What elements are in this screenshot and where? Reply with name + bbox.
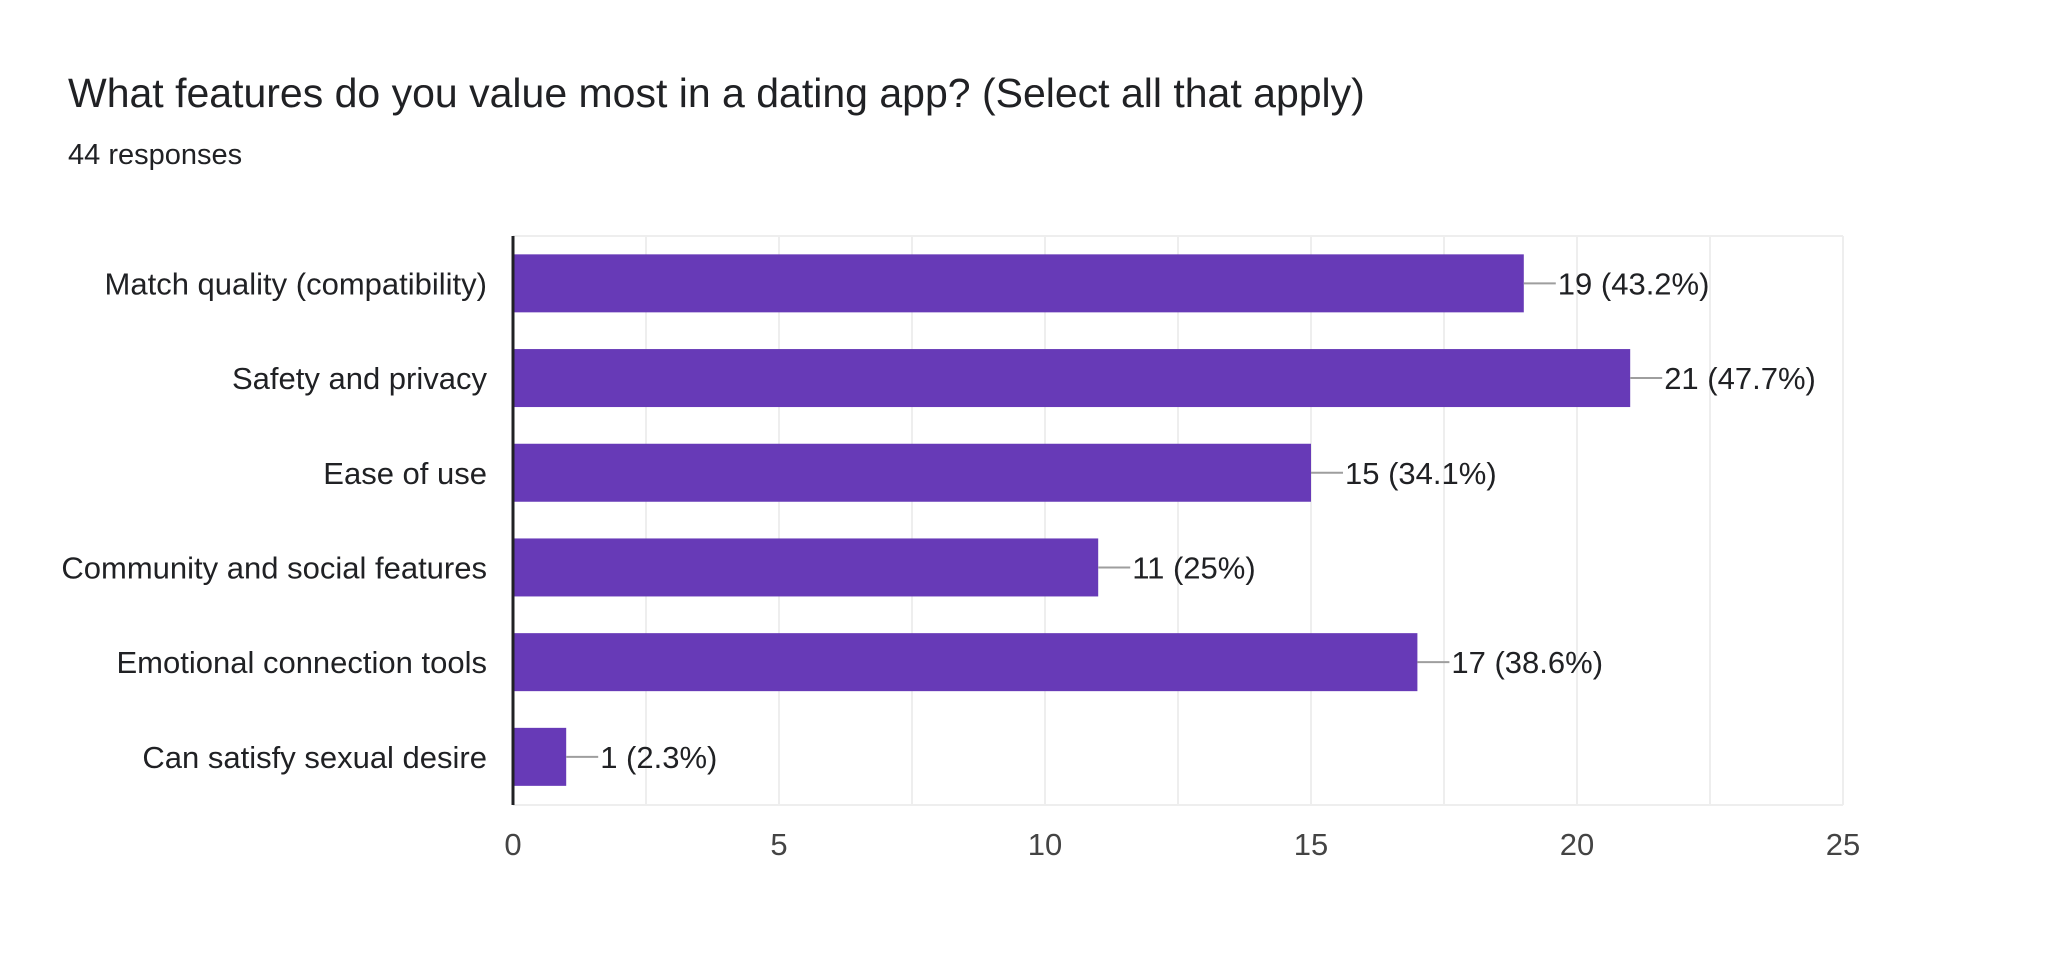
response-count: 44 responses xyxy=(68,139,243,171)
category-label: Ease of use xyxy=(323,456,487,491)
data-label: 21 (47.7%) xyxy=(1664,361,1816,396)
x-tick-label: 10 xyxy=(1028,827,1062,862)
bar xyxy=(513,633,1418,692)
data-label: 11 (25%) xyxy=(1132,550,1256,585)
category-label: Safety and privacy xyxy=(232,361,488,396)
x-tick-label: 15 xyxy=(1294,827,1328,862)
chart-title: What features do you value most in a dat… xyxy=(68,70,1365,116)
category-label: Can satisfy sexual desire xyxy=(142,740,487,775)
data-label: 1 (2.3%) xyxy=(600,740,717,775)
category-label: Community and social features xyxy=(61,550,487,585)
category-label: Match quality (compatibility) xyxy=(105,266,487,301)
bar xyxy=(513,349,1631,408)
category-label: Emotional connection tools xyxy=(116,645,487,680)
x-tick-label: 0 xyxy=(504,827,521,862)
x-tick-label: 25 xyxy=(1826,827,1860,862)
data-label: 17 (38.6%) xyxy=(1451,645,1603,680)
bar xyxy=(513,538,1099,597)
bar xyxy=(513,727,567,786)
data-label: 19 (43.2%) xyxy=(1558,266,1710,301)
bar xyxy=(513,254,1524,313)
bar xyxy=(513,443,1311,502)
x-tick-label: 20 xyxy=(1560,827,1594,862)
x-tick-label: 5 xyxy=(770,827,787,862)
data-label: 15 (34.1%) xyxy=(1345,456,1497,491)
